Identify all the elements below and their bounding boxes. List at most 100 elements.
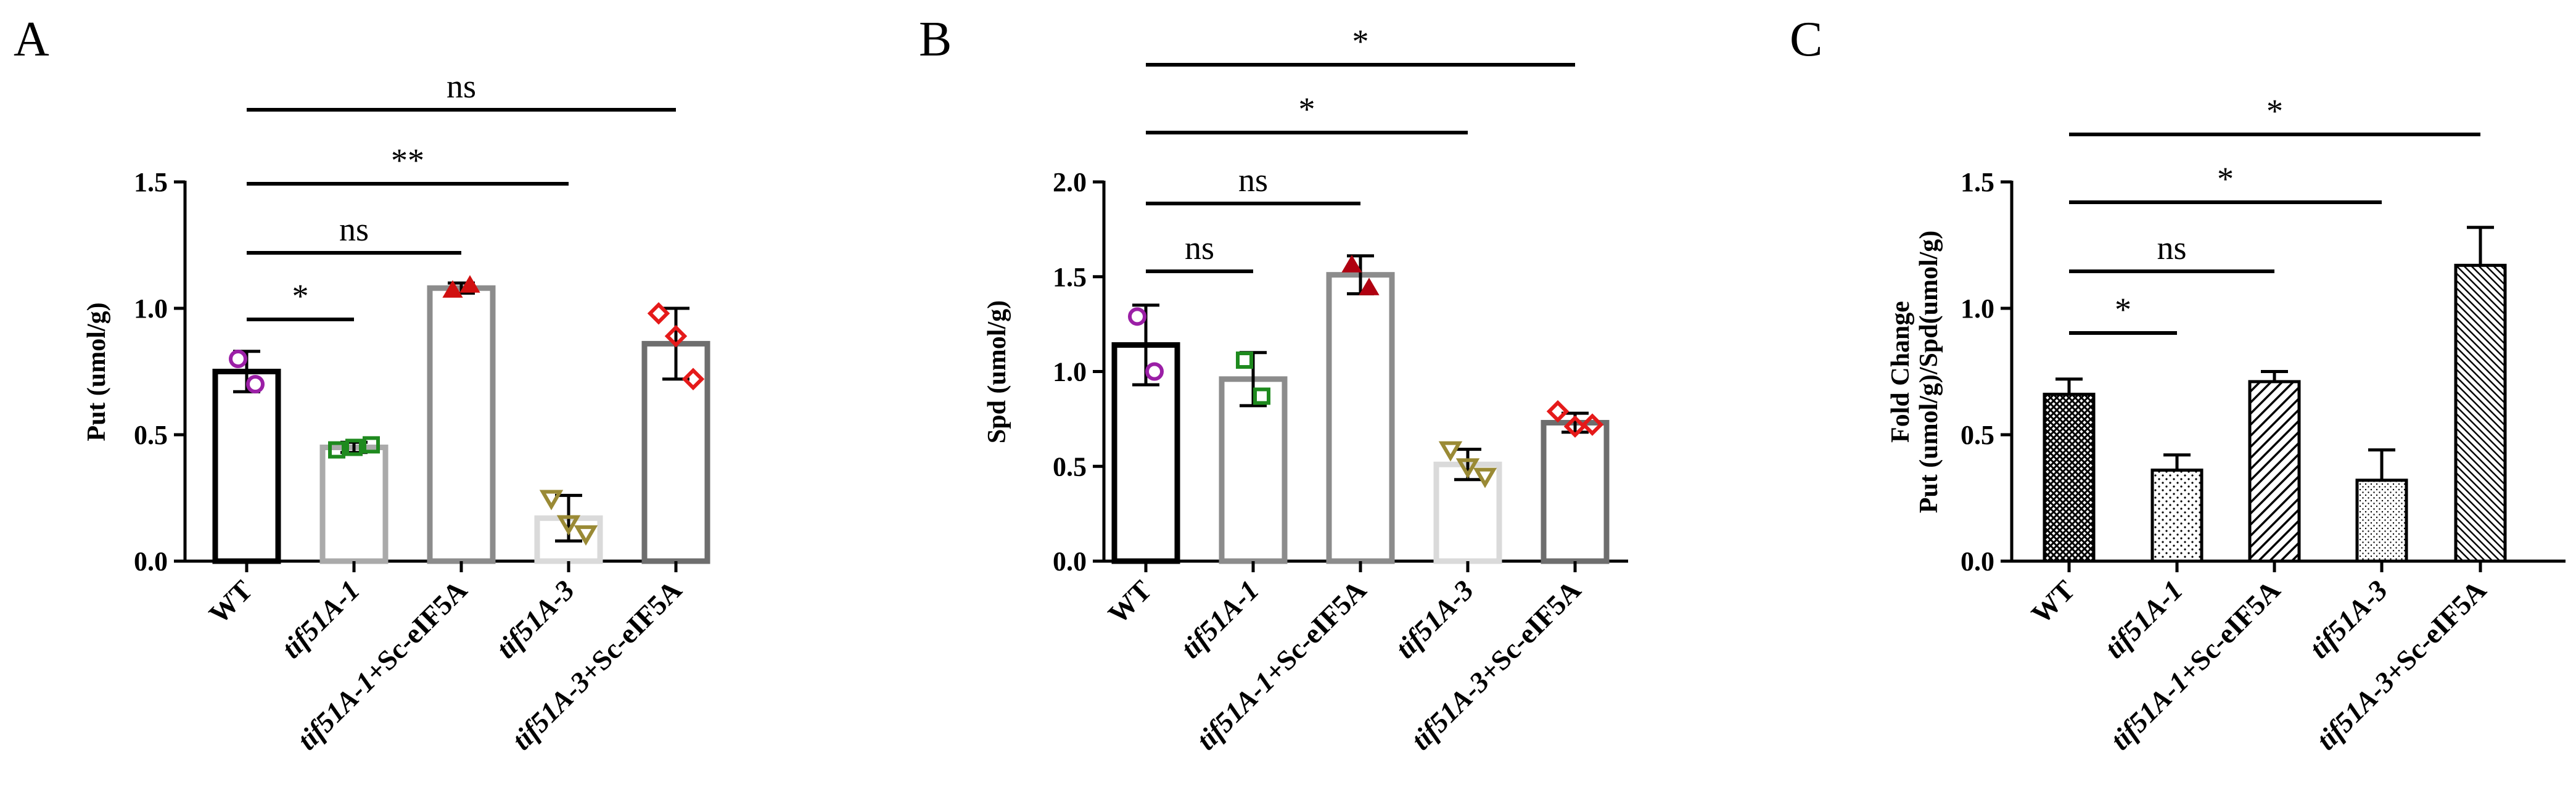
- x-category-label: tif51A-3: [1389, 574, 1479, 664]
- y-axis-label: Spd (umol/g): [983, 300, 1011, 443]
- data-point-triangle: [1341, 255, 1362, 273]
- data-point-circle: [246, 375, 265, 393]
- x-category-label: tif51A-1+Sc-eIF5A: [2104, 574, 2286, 756]
- y-tick-label: 1.0: [1961, 294, 1994, 324]
- bar: [1326, 272, 1395, 564]
- data-point-triangle-down: [1438, 441, 1463, 462]
- data-point-diamond: [664, 324, 688, 348]
- category-italic-part: tif51A-1: [1175, 574, 1265, 664]
- category-italic-part: tif51A-3: [1405, 666, 1495, 756]
- bar: [319, 445, 389, 564]
- significance-label: *: [1299, 91, 1315, 128]
- data-point-square: [1253, 387, 1270, 405]
- bar: [2150, 468, 2204, 563]
- y-tick-label: 0.0: [1053, 546, 1087, 577]
- x-category-label: tif51A-3: [490, 574, 580, 664]
- bar: [2355, 479, 2408, 563]
- x-category-label: tif51A-1: [2099, 574, 2189, 664]
- data-point-square: [363, 436, 380, 454]
- significance-label: ns: [2157, 229, 2186, 266]
- category-plain-part: +Sc-eIF5A: [2172, 574, 2286, 688]
- y-tick-label: 0.5: [1053, 451, 1087, 482]
- y-tick-label: 0.0: [1961, 546, 1994, 577]
- category-italic-part: tif51A-1: [2104, 666, 2194, 756]
- category-italic-part: tif51A-1: [2099, 574, 2189, 664]
- x-category-label: tif51A-3: [2303, 574, 2393, 664]
- x-category-label: tif51A-1: [276, 574, 366, 664]
- y-tick-label: 1.0: [1053, 357, 1087, 387]
- category-italic-part: tif51A-1: [291, 666, 381, 756]
- y-tick-label: 0.5: [134, 420, 168, 450]
- data-point-triangle-down: [574, 525, 598, 546]
- category-plain-part: WT: [2025, 574, 2081, 630]
- category-plain-part: +Sc-eIF5A: [1258, 574, 1372, 688]
- panel-b: B 0.0 0.5 1.0 1.5 2.0 Spd (umol/g) WT tif51A-1 ti…: [919, 12, 1628, 756]
- data-point-triangle: [442, 280, 463, 298]
- significance-label: *: [2115, 291, 2131, 328]
- data-point-diamond: [647, 302, 670, 325]
- significance-label: *: [2266, 92, 2283, 129]
- data-point-triangle-down: [539, 490, 564, 511]
- bar: [1541, 420, 1610, 564]
- category-plain-part: WT: [1102, 574, 1158, 630]
- panel-letter: B: [919, 12, 952, 67]
- significance-label: *: [1352, 23, 1369, 60]
- category-plain-part: +Sc-eIF5A: [359, 574, 473, 688]
- significance-label: ns: [339, 211, 369, 248]
- significance-label: ns: [1185, 229, 1214, 266]
- y-tick-label: 0.5: [1961, 420, 1994, 450]
- data-point-diamond: [681, 368, 705, 391]
- data-point-circle: [229, 350, 247, 368]
- panel-c: C 0.0 0.5 1.0 1.5 Fold Change Put (umol/g)/Spd…: [1790, 12, 2566, 756]
- category-italic-part: tif51A-3: [506, 666, 596, 756]
- data-point-triangle-down: [556, 515, 581, 536]
- bar: [2248, 380, 2301, 563]
- data-point-circle: [1145, 362, 1164, 381]
- significance-label: **: [391, 142, 424, 179]
- y-tick-label: 1.5: [1053, 262, 1087, 292]
- bar: [427, 285, 496, 564]
- category-italic-part: tif51A-3: [2310, 666, 2400, 756]
- category-plain-part: +Sc-eIF5A: [2378, 574, 2492, 688]
- x-category-label: WT: [2025, 574, 2081, 630]
- data-point-square: [1236, 351, 1253, 369]
- y-axis-label: Fold Change: [1887, 301, 1915, 443]
- data-point-triangle-down: [1473, 467, 1497, 488]
- category-italic-part: tif51A-1: [276, 574, 366, 664]
- panel-letter: C: [1790, 12, 1822, 67]
- data-point-diamond: [1581, 413, 1604, 436]
- category-plain-part: +Sc-eIF5A: [574, 574, 688, 688]
- data-point-triangle: [1359, 277, 1380, 295]
- y-tick-label: 1.0: [134, 294, 168, 324]
- data-point-triangle-down: [1455, 458, 1480, 479]
- panel-letter: A: [14, 12, 49, 67]
- x-category-label: WT: [203, 574, 258, 630]
- x-category-label: tif51A-3+Sc-eIF5A: [2310, 574, 2492, 756]
- significance-label: ns: [1238, 162, 1268, 199]
- category-italic-part: tif51A-3: [1389, 574, 1479, 664]
- category-italic-part: tif51A-3: [2303, 574, 2393, 664]
- y-axis-label: Put (umol/g): [83, 302, 111, 441]
- data-point-circle: [1128, 307, 1146, 326]
- significance-label: *: [2217, 160, 2234, 197]
- y-tick-label: 0.0: [134, 546, 168, 577]
- bar: [212, 369, 281, 564]
- bar: [2043, 392, 2096, 563]
- y-tick-label: 1.5: [134, 167, 168, 197]
- data-point-diamond: [1563, 415, 1587, 438]
- bar: [2454, 263, 2507, 563]
- data-point-square: [345, 438, 363, 456]
- data-point-square: [328, 441, 345, 459]
- y-tick-label: 2.0: [1053, 167, 1087, 197]
- significance-label: *: [292, 277, 309, 314]
- category-plain-part: WT: [203, 574, 258, 630]
- y-tick-label: 1.5: [1961, 167, 1994, 197]
- category-italic-part: tif51A-3: [490, 574, 580, 664]
- x-category-label: tif51A-1: [1175, 574, 1265, 664]
- significance-label: ns: [446, 68, 476, 105]
- x-category-label: WT: [1102, 574, 1158, 630]
- data-point-diamond: [1546, 400, 1570, 423]
- category-plain-part: +Sc-eIF5A: [1473, 574, 1587, 688]
